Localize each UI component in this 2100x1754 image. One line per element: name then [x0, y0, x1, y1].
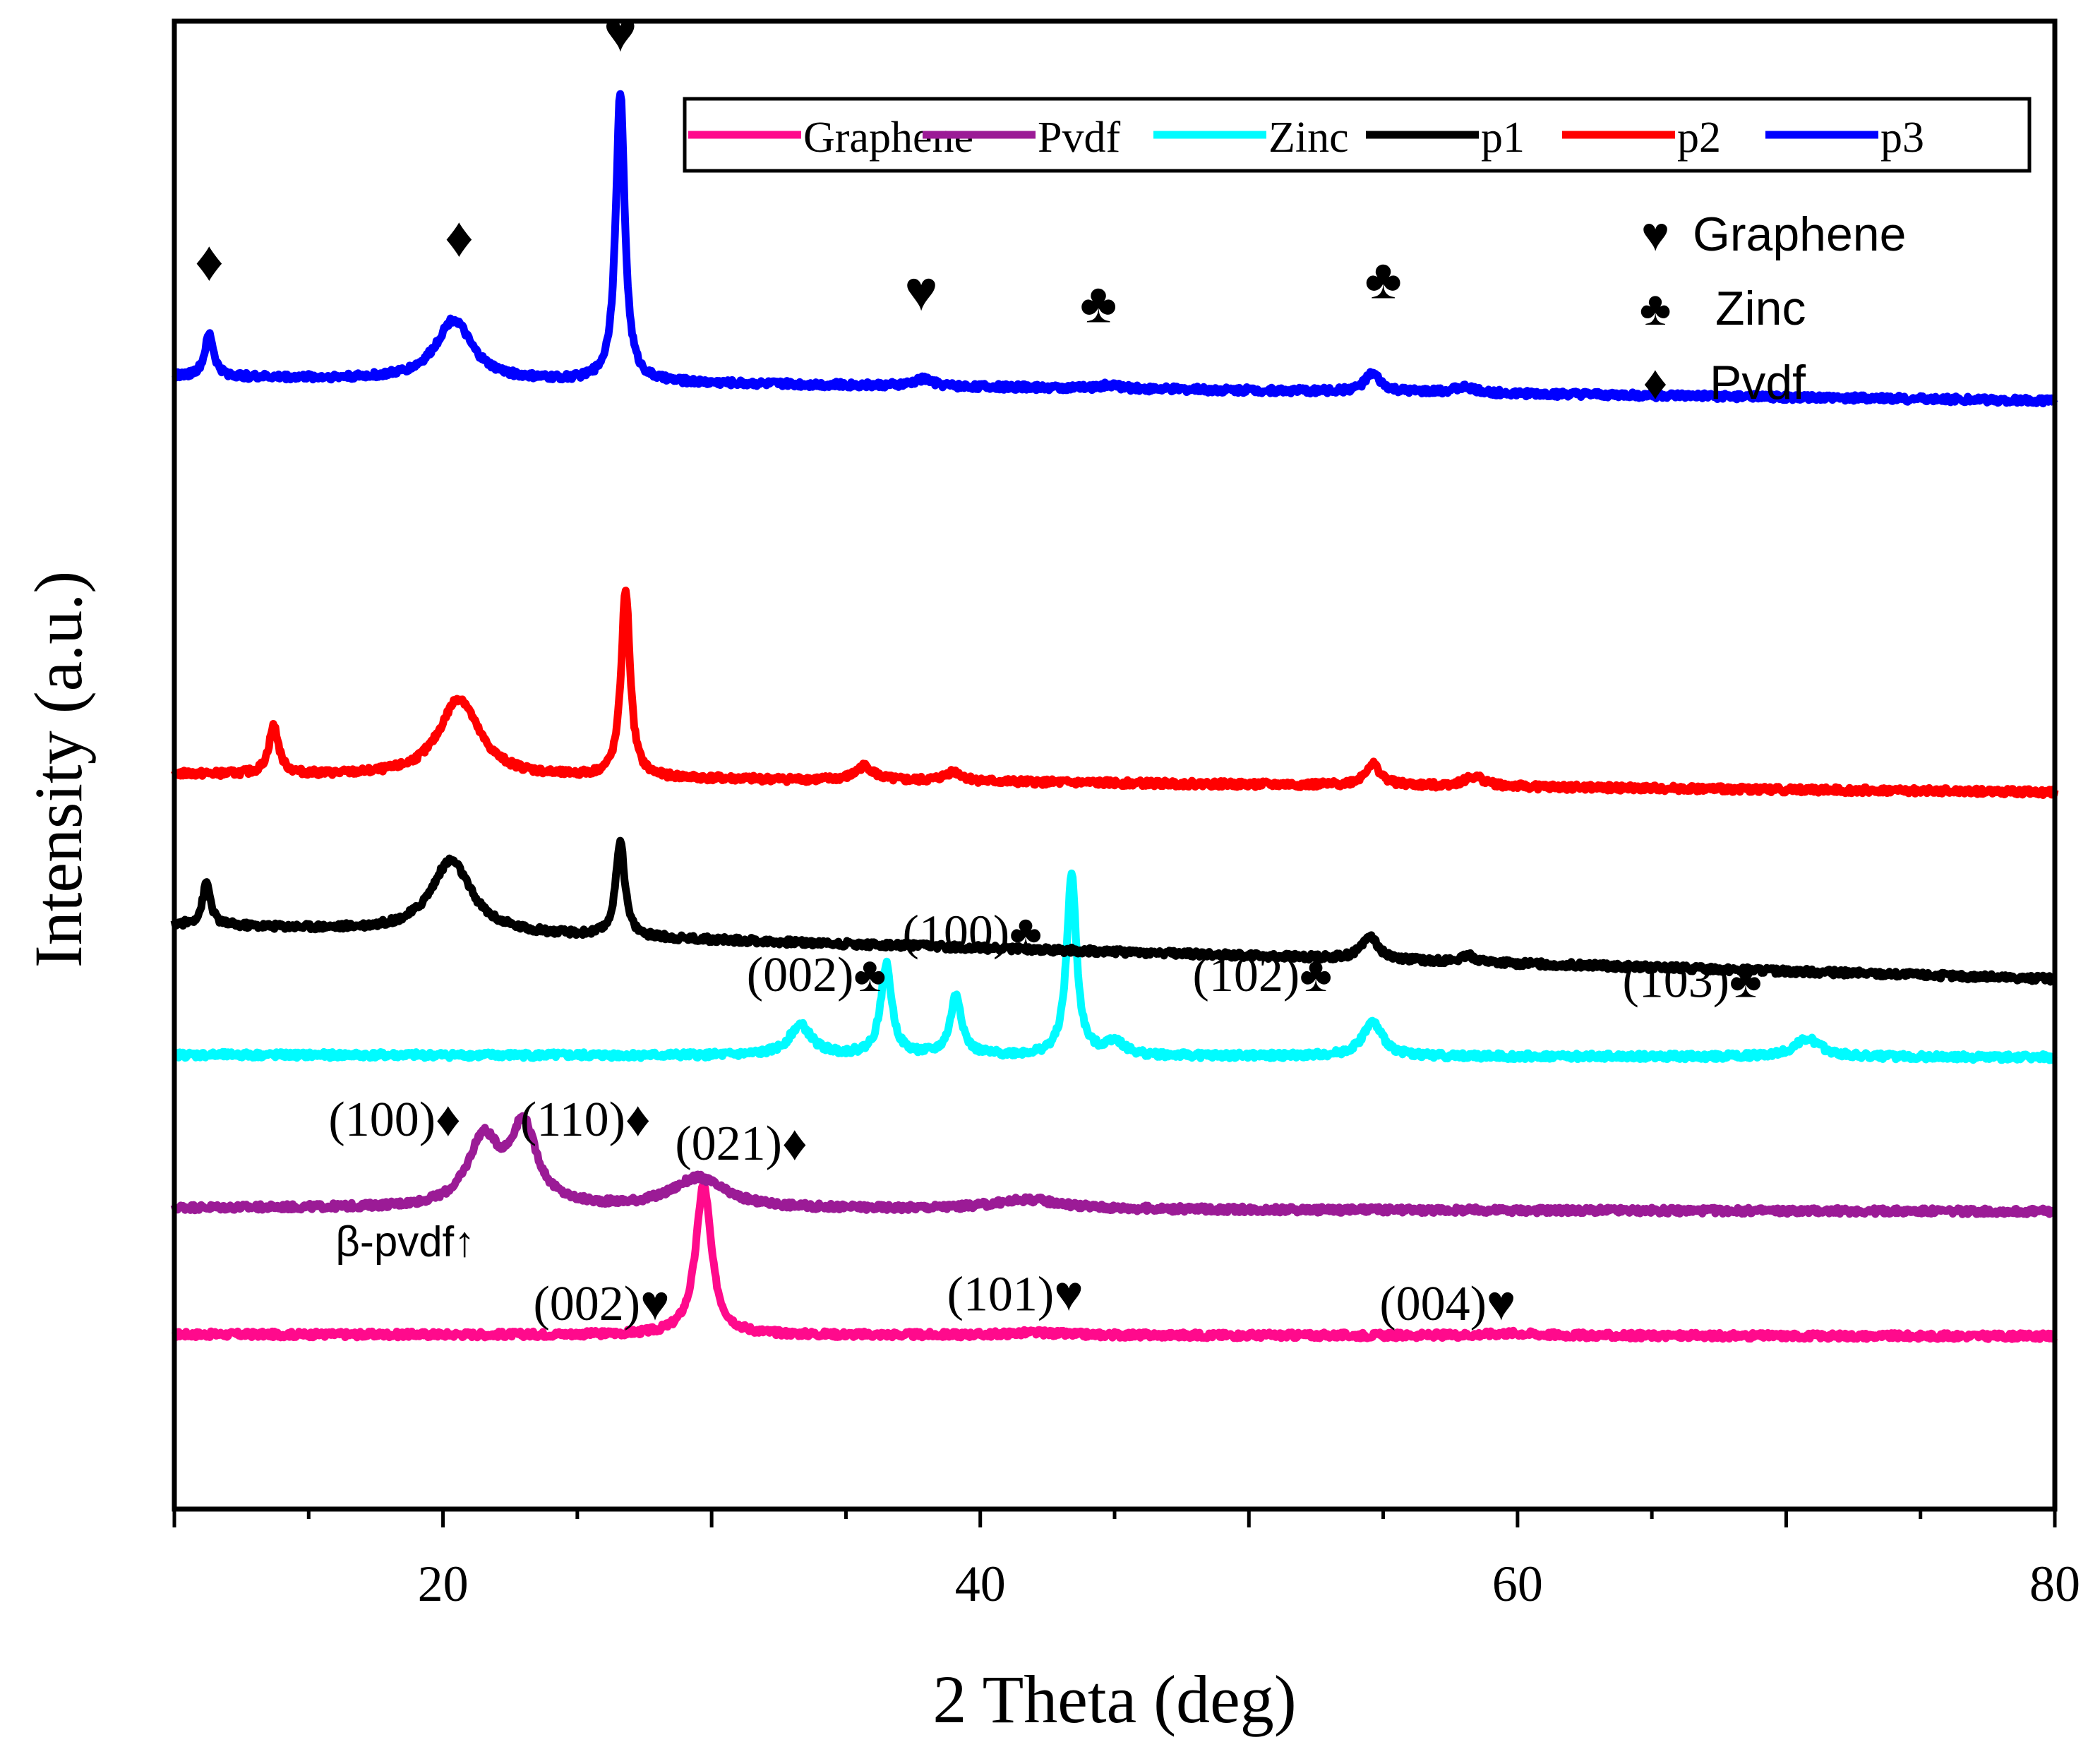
legend-label-p2: p2	[1677, 114, 1721, 162]
x-tick-label: 60	[1492, 1556, 1543, 1612]
annotation-pvdf-110: (110)♦	[520, 1093, 651, 1147]
legend-box	[683, 97, 2032, 173]
annotation-zinc-103: (103)♣	[1622, 954, 1762, 1009]
symbol-legend-graphene-label: Graphene	[1693, 208, 1906, 261]
x-axis-label: 2 Theta (deg)	[932, 1662, 1296, 1737]
annotation-pvdf-021: (021)♦	[675, 1117, 807, 1171]
annotation-beta-pvdf: β-pvdf↑	[335, 1218, 475, 1266]
y-axis-label: Intensity (a.u.)	[20, 571, 96, 968]
curves-layer	[170, 90, 2059, 1343]
x-tick-label: 20	[418, 1556, 469, 1612]
series-zinc-line	[172, 869, 2058, 1064]
series-p3-line	[172, 90, 2058, 408]
annotation-zinc-102: (102)♣	[1193, 948, 1333, 1002]
symbol-legend: ♥ Graphene ♣ Zinc ♦ Pvdf	[1640, 208, 1907, 409]
annotation-p3-heart-2: ♥	[904, 261, 938, 323]
symbol-legend-pvdf-icon: ♦	[1643, 356, 1668, 409]
annotation-graphene-101: (101)♥	[947, 1267, 1084, 1321]
annotation-graphene-004: (004)♥	[1379, 1277, 1516, 1331]
annotation-p3-heart-1: ♥	[604, 2, 637, 64]
annotation-p3-diamond-2: ♦	[445, 207, 474, 269]
annotation-pvdf-100: (100)♦	[328, 1093, 460, 1147]
annotation-p3-club-1: ♣	[1080, 273, 1117, 335]
legend-label-p3: p3	[1880, 114, 1924, 162]
peak-annotations: ♥ ♦ ♦ ♥ ♣ ♣ (002)♣ (100)♣ (102)♣ (103)♣ (100)♦ (110…	[195, 2, 1762, 1331]
series-graphene-line	[172, 1179, 2058, 1343]
x-tick-label: 80	[2029, 1556, 2080, 1612]
symbol-legend-pvdf-label: Pvdf	[1710, 356, 1806, 409]
symbol-legend-graphene-icon: ♥	[1641, 208, 1669, 261]
legend-label-pvdf: Pvdf	[1038, 114, 1120, 162]
x-tick-label: 40	[955, 1556, 1006, 1612]
legend-label-p1: p1	[1481, 114, 1525, 162]
annotation-zinc-002: (002)♣	[747, 948, 887, 1002]
annotation-zinc-100: (100)♣	[903, 906, 1043, 960]
symbol-legend-zinc-label: Zinc	[1715, 282, 1806, 335]
series-p2-line	[171, 587, 2059, 799]
series-pvdf-line	[170, 1112, 2058, 1218]
x-axis: 20 40 60 80	[172, 1509, 2080, 1612]
annotation-graphene-002: (002)♥	[534, 1277, 670, 1331]
legend-label-zinc: Zinc	[1268, 114, 1349, 162]
symbol-legend-zinc-icon: ♣	[1640, 282, 1672, 335]
annotation-p3-diamond-1: ♦	[195, 231, 224, 293]
series-legend: Graphene Pvdf Zinc p1 p2 p3	[683, 97, 2032, 173]
series-p1-line	[170, 836, 2058, 986]
annotation-p3-club-2: ♣	[1364, 249, 1402, 311]
